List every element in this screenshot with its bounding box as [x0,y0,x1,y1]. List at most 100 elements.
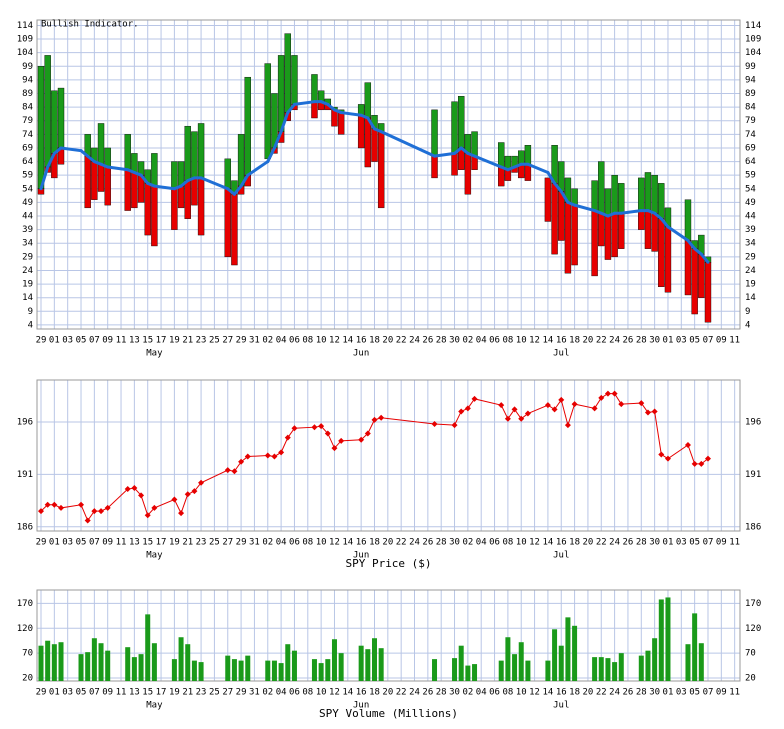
x-axis-label: SPY Volume (Millions) [319,707,458,720]
x-tick-label: 01 [49,688,60,698]
average-point [372,127,376,131]
bullish-bar [291,55,298,105]
volume-bar [558,645,564,681]
average-point [279,130,283,134]
price-point [451,422,458,429]
y-tick-label-right: 59 [745,171,756,181]
average-point [126,168,130,172]
x-tick-label: 26 [422,688,433,698]
bullish-bar [277,55,285,132]
x-tick-label: 22 [396,688,407,698]
price-point [471,395,478,402]
bullish-bar [518,150,525,165]
price-point [138,492,145,499]
y-tick-label: 99 [22,62,33,72]
bullish-bar [431,109,438,157]
bearish-bar [644,210,652,249]
volume-bar [465,665,471,681]
volume-bar [58,642,64,681]
average-point [199,176,203,180]
bullish-bar [684,199,692,241]
price-point [91,508,98,515]
average-point [693,247,697,251]
bullish-bar [471,131,478,157]
volume-bar [98,643,104,681]
x-tick-label: 09 [716,336,727,346]
x-tick-label: 18 [569,538,580,548]
bullish-bar [97,123,105,165]
y-tick-label: 191 [17,470,33,480]
bearish-bar [131,172,138,209]
x-tick-label: 22 [396,538,407,548]
y-tick-label-right: 14 [745,293,756,303]
x-tick-label: 26 [623,336,634,346]
volume-bar [331,639,337,681]
price-point [498,402,505,409]
x-tick-label: 13 [129,688,140,698]
x-tick-label: 08 [302,336,313,346]
x-tick-label: 08 [502,688,513,698]
x-tick-label: 08 [302,538,313,548]
x-tick-label: 01 [663,336,674,346]
average-point [453,151,457,155]
x-tick-label: 06 [489,336,500,346]
x-tick-label: 30 [449,538,460,548]
volume-bar [692,613,698,681]
x-tick-label: 29 [36,688,47,698]
y-tick-label-right: 74 [745,130,756,140]
x-tick-label: 12 [329,688,340,698]
volume-bar [78,654,84,681]
price-point [151,504,158,511]
volume-bar [505,637,511,681]
x-tick-label: 31 [249,538,260,548]
bullish-bar [57,87,65,149]
bullish-bar [317,90,325,102]
x-tick-label: 11 [729,336,740,346]
price-point [371,416,378,423]
price-point [691,460,698,467]
x-tick-label: 13 [129,538,140,548]
volume-bar [618,653,624,681]
volume-bar [225,655,231,681]
price-point [104,504,111,511]
x-tick-label: 23 [196,336,207,346]
volume-bar [265,660,271,681]
x-tick-label: 08 [302,688,313,698]
average-point [99,162,103,166]
volume-bar [432,659,438,681]
x-tick-label: 10 [316,336,327,346]
bearish-bar [224,188,231,258]
x-tick-label: 15 [142,336,153,346]
x-tick-label: 14 [542,336,553,346]
average-point [573,203,577,207]
y-tick-label: 69 [22,143,33,153]
volume-bar [125,647,131,681]
plot-border [36,589,741,682]
month-label: Jul [553,551,569,561]
price-point [98,508,105,515]
x-tick-label: 29 [36,538,47,548]
volume-bar [178,637,184,681]
average-point [39,187,43,191]
bearish-bar [604,215,612,260]
price-point [318,423,325,430]
x-tick-label: 11 [116,538,127,548]
price-point [278,449,285,456]
price-point [684,442,691,449]
price-point [224,467,231,474]
average-point [332,108,336,112]
y-tick-label-right: 4 [745,320,750,330]
x-tick-label: 04 [476,538,487,548]
x-tick-label: 22 [596,688,607,698]
x-tick-label: 26 [623,538,634,548]
x-tick-label: 20 [583,688,594,698]
x-tick-label: 10 [516,336,527,346]
y-tick-label-right: 69 [745,143,756,153]
bullish-bar [284,33,291,113]
volume-bar [278,663,284,681]
x-tick-label: 03 [62,688,73,698]
volume-bar [191,660,197,681]
y-tick-label-right: 24 [745,266,756,276]
average-point [559,190,563,194]
x-tick-label: 05 [689,336,700,346]
